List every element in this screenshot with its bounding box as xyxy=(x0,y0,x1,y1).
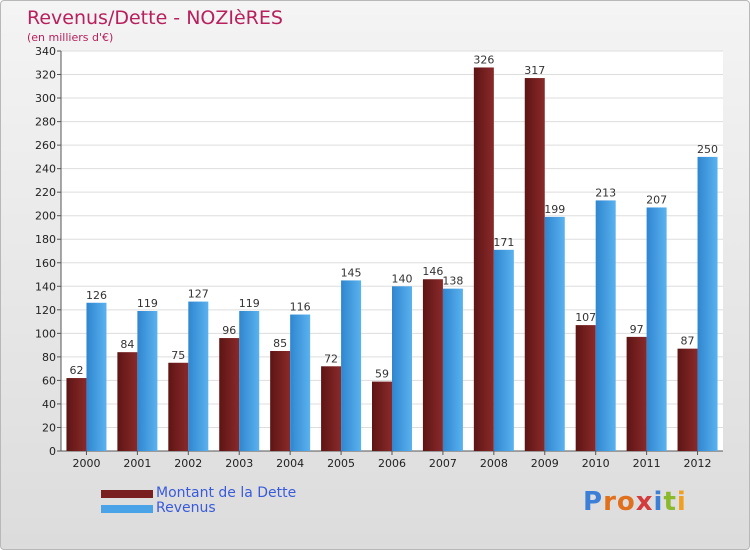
bar-revenus xyxy=(188,301,209,451)
y-tick-label: 60 xyxy=(42,374,56,387)
y-tick-label: 140 xyxy=(35,280,56,293)
bar-revenus xyxy=(493,249,514,451)
y-tick-label: 220 xyxy=(35,186,56,199)
bar-dette xyxy=(219,338,240,451)
bar-revenus xyxy=(595,200,616,451)
proxiti-logo: Proxiti xyxy=(583,487,687,517)
logo-letter: i xyxy=(676,487,687,517)
bar-revenus xyxy=(544,216,565,451)
bar-dette xyxy=(168,362,189,451)
bar-dette xyxy=(117,352,138,451)
y-tick-label: 320 xyxy=(35,69,56,82)
y-tick-label: 200 xyxy=(35,210,56,223)
y-tick-label: 0 xyxy=(49,445,56,458)
data-label: 127 xyxy=(188,288,209,301)
logo-letter: P xyxy=(583,487,604,517)
y-tick-label: 100 xyxy=(35,327,56,340)
data-label: 116 xyxy=(290,301,311,314)
y-tick-label: 180 xyxy=(35,233,56,246)
data-label: 199 xyxy=(544,203,565,216)
bar-revenus xyxy=(697,156,718,451)
legend-label-revenus: Revenus xyxy=(156,500,216,516)
chart-title: Revenus/Dette - NOZIèRES xyxy=(27,7,283,29)
data-label: 84 xyxy=(120,338,134,351)
logo-letter: i xyxy=(653,487,664,517)
y-tick-label: 340 xyxy=(35,45,56,58)
bar-revenus xyxy=(341,280,362,451)
legend-swatch-revenus xyxy=(101,505,153,513)
bar-revenus xyxy=(442,288,463,451)
x-tick-label: 2001 xyxy=(123,457,151,470)
y-tick-label: 120 xyxy=(35,304,56,317)
data-label: 59 xyxy=(375,368,389,381)
data-label: 145 xyxy=(341,266,362,279)
x-tick-label: 2003 xyxy=(225,457,253,470)
data-label: 250 xyxy=(697,143,718,156)
legend-label-dette: Montant de la Dette xyxy=(156,485,297,501)
data-label: 119 xyxy=(137,297,158,310)
data-label: 207 xyxy=(646,193,667,206)
data-label: 146 xyxy=(422,265,443,278)
logo-letter: r xyxy=(603,487,617,517)
bar-dette xyxy=(524,78,545,451)
logo-letter: o xyxy=(616,487,636,517)
y-tick-label: 80 xyxy=(42,351,56,364)
bar-dette xyxy=(473,67,494,452)
data-label: 326 xyxy=(473,53,494,66)
data-label: 85 xyxy=(273,337,287,350)
bar-dette xyxy=(270,351,291,451)
data-label: 97 xyxy=(630,323,644,336)
data-label: 72 xyxy=(324,352,338,365)
bar-dette xyxy=(677,348,698,451)
x-tick-label: 2012 xyxy=(684,457,712,470)
data-label: 62 xyxy=(69,364,83,377)
bar-dette xyxy=(626,336,647,451)
x-tick-label: 2007 xyxy=(429,457,457,470)
chart-subtitle: (en milliers d'€) xyxy=(27,31,114,44)
bar-dette xyxy=(575,325,596,451)
x-tick-label: 2004 xyxy=(276,457,304,470)
y-tick-label: 260 xyxy=(35,139,56,152)
data-label: 126 xyxy=(86,289,107,302)
bar-dette xyxy=(422,279,443,451)
bar-revenus xyxy=(290,314,311,451)
data-label: 87 xyxy=(681,335,695,348)
bar-revenus xyxy=(86,302,107,451)
data-label: 107 xyxy=(575,311,596,324)
bar-dette xyxy=(66,378,87,451)
y-tick-label: 160 xyxy=(35,257,56,270)
x-tick-label: 2009 xyxy=(531,457,559,470)
legend-swatch-dette xyxy=(101,490,153,498)
y-tick-label: 280 xyxy=(35,116,56,129)
x-tick-label: 2005 xyxy=(327,457,355,470)
x-tick-label: 2011 xyxy=(633,457,661,470)
x-tick-label: 2006 xyxy=(378,457,406,470)
bar-revenus xyxy=(646,207,667,451)
y-tick-label: 240 xyxy=(35,163,56,176)
bar-revenus xyxy=(239,311,260,451)
x-tick-label: 2000 xyxy=(72,457,100,470)
y-tick-label: 40 xyxy=(42,398,56,411)
y-tick-label: 300 xyxy=(35,92,56,105)
bar-dette xyxy=(372,381,392,451)
x-tick-label: 2008 xyxy=(480,457,508,470)
data-label: 171 xyxy=(493,236,514,249)
bar-dette xyxy=(321,366,342,451)
y-tick-label: 20 xyxy=(42,421,56,434)
bar-revenus xyxy=(392,286,412,451)
data-label: 317 xyxy=(524,64,545,77)
data-label: 213 xyxy=(595,186,616,199)
data-label: 75 xyxy=(171,349,185,362)
data-label: 119 xyxy=(239,297,260,310)
data-label: 140 xyxy=(392,272,413,285)
logo-letter: t xyxy=(663,487,677,517)
data-label: 138 xyxy=(442,275,463,288)
data-label: 96 xyxy=(222,324,236,337)
x-tick-label: 2010 xyxy=(582,457,610,470)
x-tick-label: 2002 xyxy=(174,457,202,470)
bar-revenus xyxy=(137,311,158,451)
logo-letter: x xyxy=(635,487,654,517)
